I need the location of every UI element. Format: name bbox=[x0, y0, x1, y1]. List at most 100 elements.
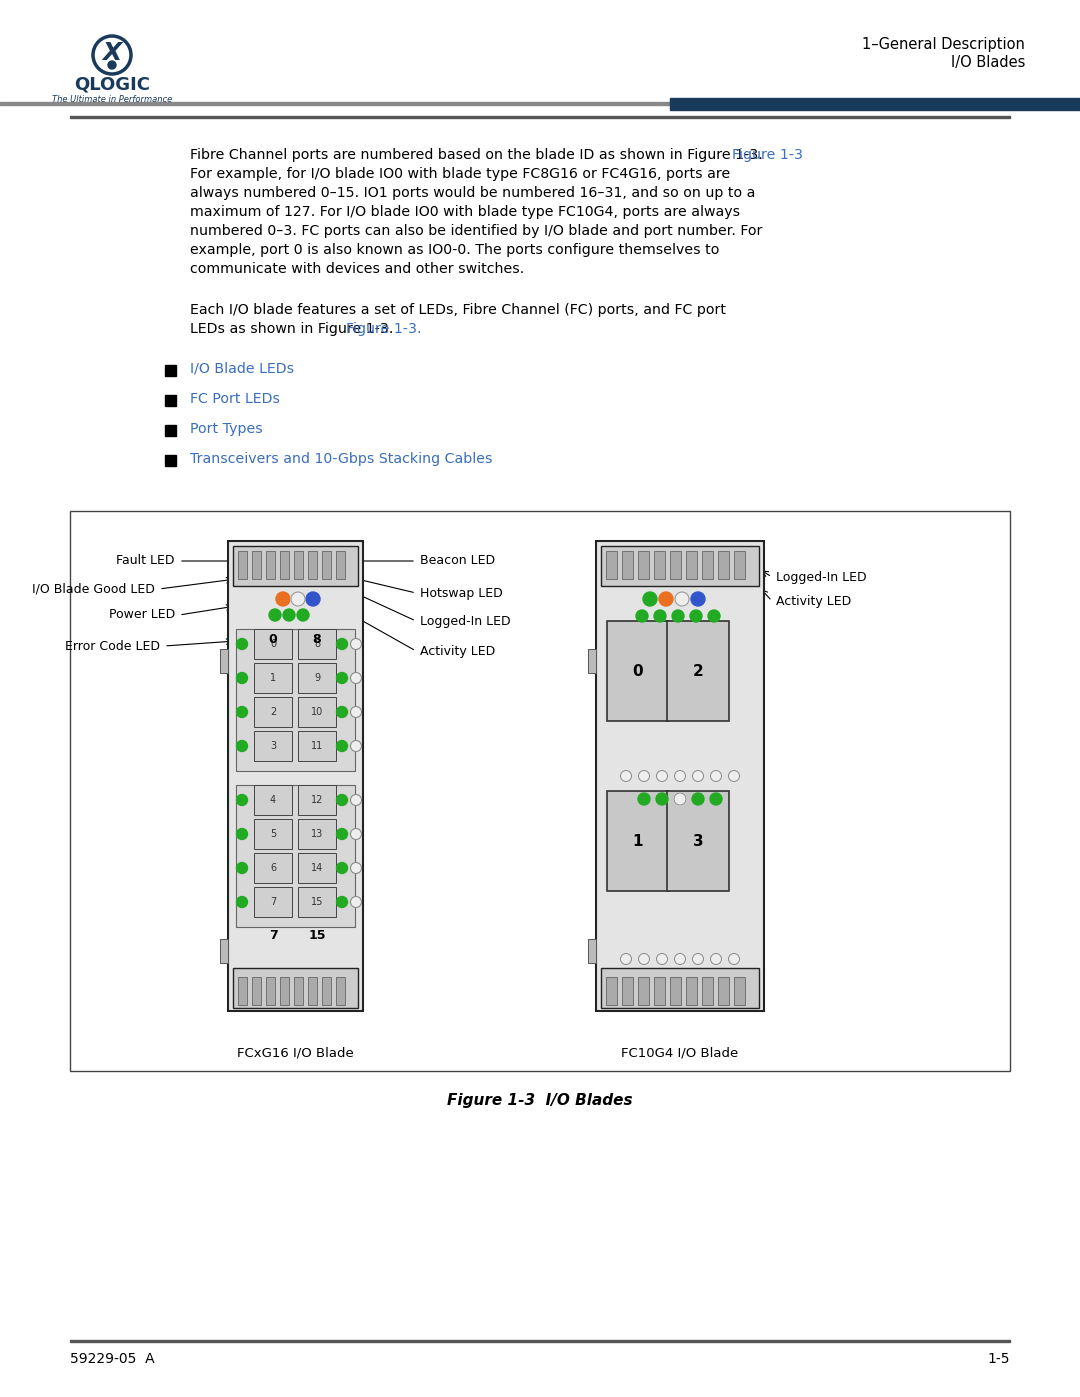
Bar bbox=[237, 785, 355, 928]
Bar bbox=[294, 977, 303, 1004]
Circle shape bbox=[351, 707, 362, 718]
Circle shape bbox=[638, 771, 649, 781]
Circle shape bbox=[729, 954, 740, 964]
Text: 11: 11 bbox=[311, 740, 323, 752]
Bar bbox=[654, 550, 665, 578]
Circle shape bbox=[237, 795, 247, 806]
Circle shape bbox=[643, 592, 657, 606]
Text: 8: 8 bbox=[313, 633, 322, 645]
Text: Error Code LED: Error Code LED bbox=[65, 640, 160, 652]
Text: 1: 1 bbox=[633, 834, 644, 848]
Text: Each I/O blade features a set of LEDs, Fibre Channel (FC) ports, and FC port: Each I/O blade features a set of LEDs, F… bbox=[190, 303, 726, 317]
Circle shape bbox=[659, 592, 673, 606]
Text: Figure 1-3: Figure 1-3 bbox=[732, 148, 804, 162]
Text: QLOGIC: QLOGIC bbox=[75, 75, 150, 94]
Circle shape bbox=[351, 897, 362, 908]
Bar bbox=[308, 550, 318, 578]
Bar bbox=[322, 977, 330, 1004]
Text: Activity LED: Activity LED bbox=[777, 595, 851, 608]
Text: Fault LED: Fault LED bbox=[117, 555, 175, 567]
Bar bbox=[588, 650, 596, 673]
Circle shape bbox=[337, 707, 348, 718]
Bar bbox=[233, 968, 357, 1009]
Bar bbox=[294, 550, 303, 578]
Bar bbox=[254, 819, 292, 849]
Text: Power LED: Power LED bbox=[109, 609, 175, 622]
Circle shape bbox=[351, 795, 362, 806]
Circle shape bbox=[711, 771, 721, 781]
Bar bbox=[252, 977, 261, 1004]
Text: Hotswap LED: Hotswap LED bbox=[420, 587, 503, 599]
Text: 0: 0 bbox=[270, 638, 276, 650]
Circle shape bbox=[269, 609, 281, 622]
Circle shape bbox=[237, 828, 247, 840]
Circle shape bbox=[690, 610, 702, 622]
Bar bbox=[220, 939, 228, 963]
Circle shape bbox=[237, 897, 247, 908]
Bar bbox=[322, 550, 330, 578]
Circle shape bbox=[692, 954, 703, 964]
Circle shape bbox=[638, 954, 649, 964]
Text: 5: 5 bbox=[270, 828, 276, 840]
Text: 12: 12 bbox=[311, 795, 323, 805]
Text: communicate with devices and other switches.: communicate with devices and other switc… bbox=[190, 263, 524, 277]
Bar bbox=[600, 968, 759, 1009]
Bar bbox=[686, 550, 697, 578]
Bar bbox=[70, 116, 1010, 117]
Text: I/O Blades: I/O Blades bbox=[950, 54, 1025, 70]
Circle shape bbox=[351, 638, 362, 650]
Bar bbox=[165, 395, 176, 407]
Bar bbox=[165, 425, 176, 436]
Circle shape bbox=[692, 793, 704, 805]
Circle shape bbox=[237, 740, 247, 752]
Bar bbox=[165, 455, 176, 467]
Bar bbox=[718, 550, 729, 578]
Bar bbox=[670, 98, 1080, 110]
Bar bbox=[266, 977, 275, 1004]
Bar bbox=[298, 731, 336, 761]
Bar bbox=[718, 977, 729, 1004]
Text: X: X bbox=[103, 41, 122, 66]
Bar bbox=[654, 977, 665, 1004]
Bar bbox=[638, 977, 649, 1004]
Circle shape bbox=[283, 609, 295, 622]
Bar bbox=[622, 550, 633, 578]
Circle shape bbox=[237, 707, 247, 718]
Bar bbox=[298, 697, 336, 726]
Circle shape bbox=[337, 795, 348, 806]
Bar bbox=[70, 1340, 1010, 1343]
Circle shape bbox=[337, 897, 348, 908]
Text: 2: 2 bbox=[692, 664, 703, 679]
Text: 3: 3 bbox=[692, 834, 703, 848]
Bar bbox=[298, 819, 336, 849]
Text: 1–General Description: 1–General Description bbox=[862, 38, 1025, 53]
Bar bbox=[298, 887, 336, 916]
Circle shape bbox=[691, 592, 705, 606]
Bar bbox=[0, 102, 670, 105]
Circle shape bbox=[108, 61, 116, 68]
Text: Beacon LED: Beacon LED bbox=[420, 555, 495, 567]
Circle shape bbox=[237, 672, 247, 683]
Bar bbox=[336, 977, 345, 1004]
Bar bbox=[607, 622, 669, 721]
Text: maximum of 127. For I/O blade IO0 with blade type FC10G4, ports are always: maximum of 127. For I/O blade IO0 with b… bbox=[190, 205, 740, 219]
Text: I/O Blade LEDs: I/O Blade LEDs bbox=[190, 362, 294, 376]
Bar bbox=[254, 887, 292, 916]
Circle shape bbox=[237, 638, 247, 650]
Bar bbox=[336, 550, 345, 578]
Text: FCxG16 I/O Blade: FCxG16 I/O Blade bbox=[237, 1046, 353, 1059]
Bar bbox=[70, 511, 1010, 1071]
Text: Port Types: Port Types bbox=[190, 422, 262, 436]
Bar bbox=[702, 977, 713, 1004]
Bar bbox=[254, 854, 292, 883]
Text: 7: 7 bbox=[270, 897, 276, 907]
Bar bbox=[252, 550, 261, 578]
Circle shape bbox=[351, 828, 362, 840]
Circle shape bbox=[729, 771, 740, 781]
Bar bbox=[622, 977, 633, 1004]
Text: I/O Blade Good LED: I/O Blade Good LED bbox=[32, 583, 156, 595]
Bar bbox=[606, 550, 617, 578]
Circle shape bbox=[657, 954, 667, 964]
Bar bbox=[233, 546, 357, 585]
Bar bbox=[638, 550, 649, 578]
